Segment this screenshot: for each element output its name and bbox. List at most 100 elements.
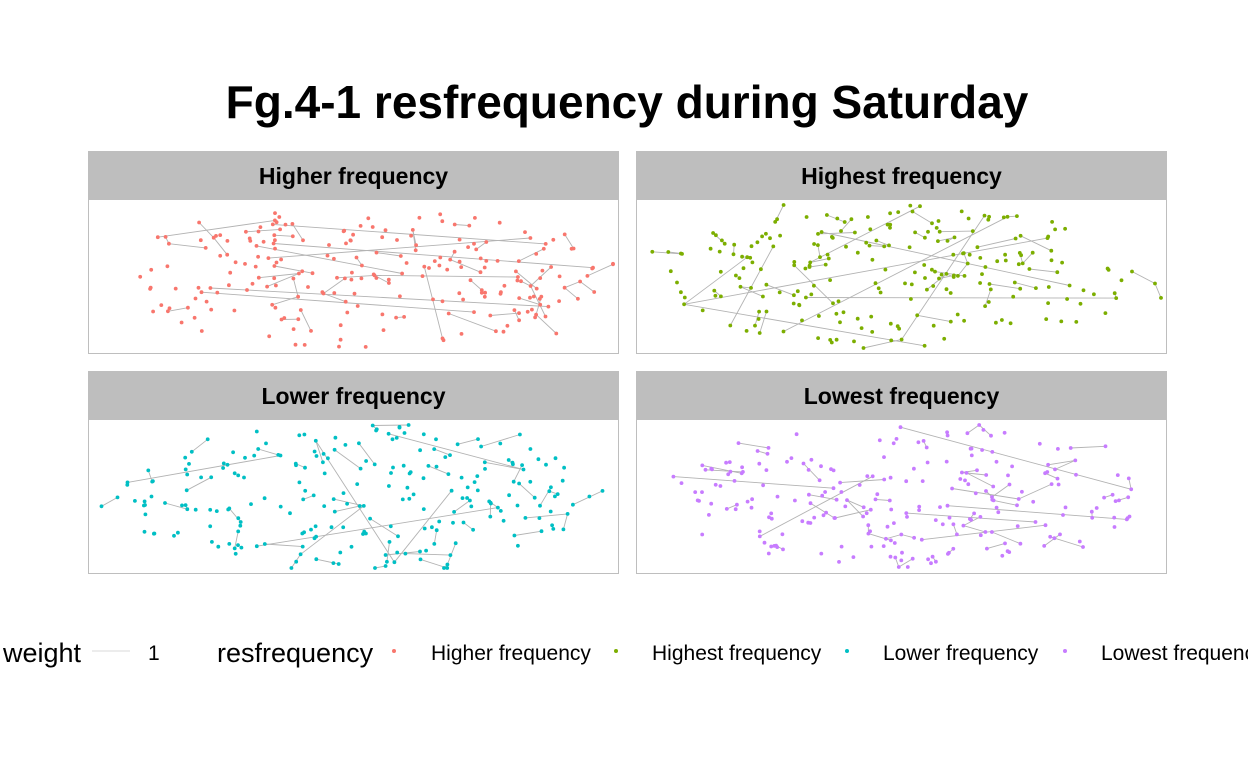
network-edge	[834, 509, 871, 519]
network-node	[457, 291, 462, 296]
network-node	[262, 542, 267, 546]
network-node	[461, 520, 466, 525]
network-node	[978, 256, 983, 260]
network-node	[940, 522, 945, 527]
network-edge	[457, 438, 479, 445]
network-node	[936, 239, 940, 244]
network-node	[925, 287, 929, 292]
network-node	[185, 472, 190, 477]
network-node	[1007, 482, 1012, 487]
network-node	[216, 544, 221, 549]
network-node	[766, 446, 771, 450]
facet-strip-label: Higher frequency	[259, 163, 448, 189]
network-node	[816, 232, 820, 236]
network-node	[969, 518, 973, 522]
network-node	[865, 474, 870, 478]
network-node	[359, 276, 364, 281]
network-node	[1046, 285, 1051, 289]
network-node	[495, 259, 500, 263]
network-node	[302, 343, 307, 347]
network-node	[1046, 301, 1050, 305]
network-node	[968, 446, 973, 451]
network-node	[1037, 441, 1042, 446]
network-node	[996, 510, 1001, 515]
network-edge	[901, 534, 915, 539]
network-node	[210, 540, 214, 544]
network-node	[806, 520, 811, 525]
network-node	[380, 312, 385, 317]
network-node	[254, 429, 259, 434]
network-node	[724, 460, 728, 465]
network-node	[179, 320, 184, 325]
network-node	[146, 468, 151, 473]
network-node	[528, 236, 533, 240]
network-node	[1006, 473, 1010, 478]
network-node	[533, 315, 537, 320]
network-node	[1049, 258, 1054, 263]
network-node	[1027, 267, 1032, 271]
network-node	[963, 478, 967, 483]
network-node	[274, 260, 279, 265]
network-edge	[394, 490, 452, 563]
network-node	[931, 284, 936, 288]
network-edge	[530, 285, 546, 317]
network-node	[374, 250, 379, 255]
network-node	[501, 329, 506, 334]
network-node	[881, 544, 886, 548]
network-node	[312, 449, 317, 454]
network-edge	[1043, 534, 1061, 547]
network-node	[888, 222, 893, 227]
network-node	[1153, 281, 1157, 286]
network-node	[432, 542, 437, 546]
network-node	[1001, 215, 1006, 220]
network-node	[750, 497, 754, 502]
network-node	[361, 504, 366, 508]
network-node	[364, 531, 368, 536]
network-node	[1007, 550, 1012, 554]
network-node	[908, 203, 913, 208]
network-node	[933, 269, 937, 274]
network-node	[1053, 467, 1057, 472]
network-node	[515, 503, 520, 508]
network-node	[218, 233, 223, 238]
network-node	[675, 280, 679, 285]
network-edge	[846, 499, 864, 508]
network-edge	[256, 507, 498, 547]
network-node	[519, 279, 523, 284]
legend-label-lowest: Lowest frequency	[1101, 642, 1248, 665]
network-node	[327, 243, 331, 247]
network-edge	[376, 252, 401, 257]
network-node	[977, 423, 982, 427]
network-node	[592, 290, 597, 294]
network-node	[700, 308, 705, 313]
network-node	[817, 314, 821, 318]
network-node	[387, 484, 391, 488]
network-node	[448, 257, 453, 262]
network-edge	[490, 312, 520, 316]
network-node	[244, 229, 248, 234]
network-edge	[386, 541, 390, 562]
network-node	[273, 238, 277, 243]
network-node	[1000, 318, 1004, 322]
network-edge	[157, 219, 275, 238]
network-node	[831, 486, 836, 491]
network-edge	[863, 339, 902, 349]
network-node	[877, 438, 882, 443]
network-node	[990, 530, 994, 534]
network-node	[232, 546, 237, 551]
network-node	[990, 495, 994, 499]
network-edge	[966, 472, 994, 487]
network-edge	[937, 236, 955, 242]
network-node	[1112, 291, 1117, 296]
network-node	[421, 507, 426, 511]
network-node	[887, 498, 892, 503]
network-node	[833, 516, 837, 520]
network-edge	[900, 426, 1132, 490]
network-node	[525, 309, 530, 314]
legend-key-lowest	[1063, 649, 1067, 653]
network-node	[700, 532, 705, 537]
network-edge	[1014, 282, 1037, 289]
network-node	[757, 529, 762, 534]
network-node	[233, 551, 238, 556]
network-node	[817, 478, 822, 483]
